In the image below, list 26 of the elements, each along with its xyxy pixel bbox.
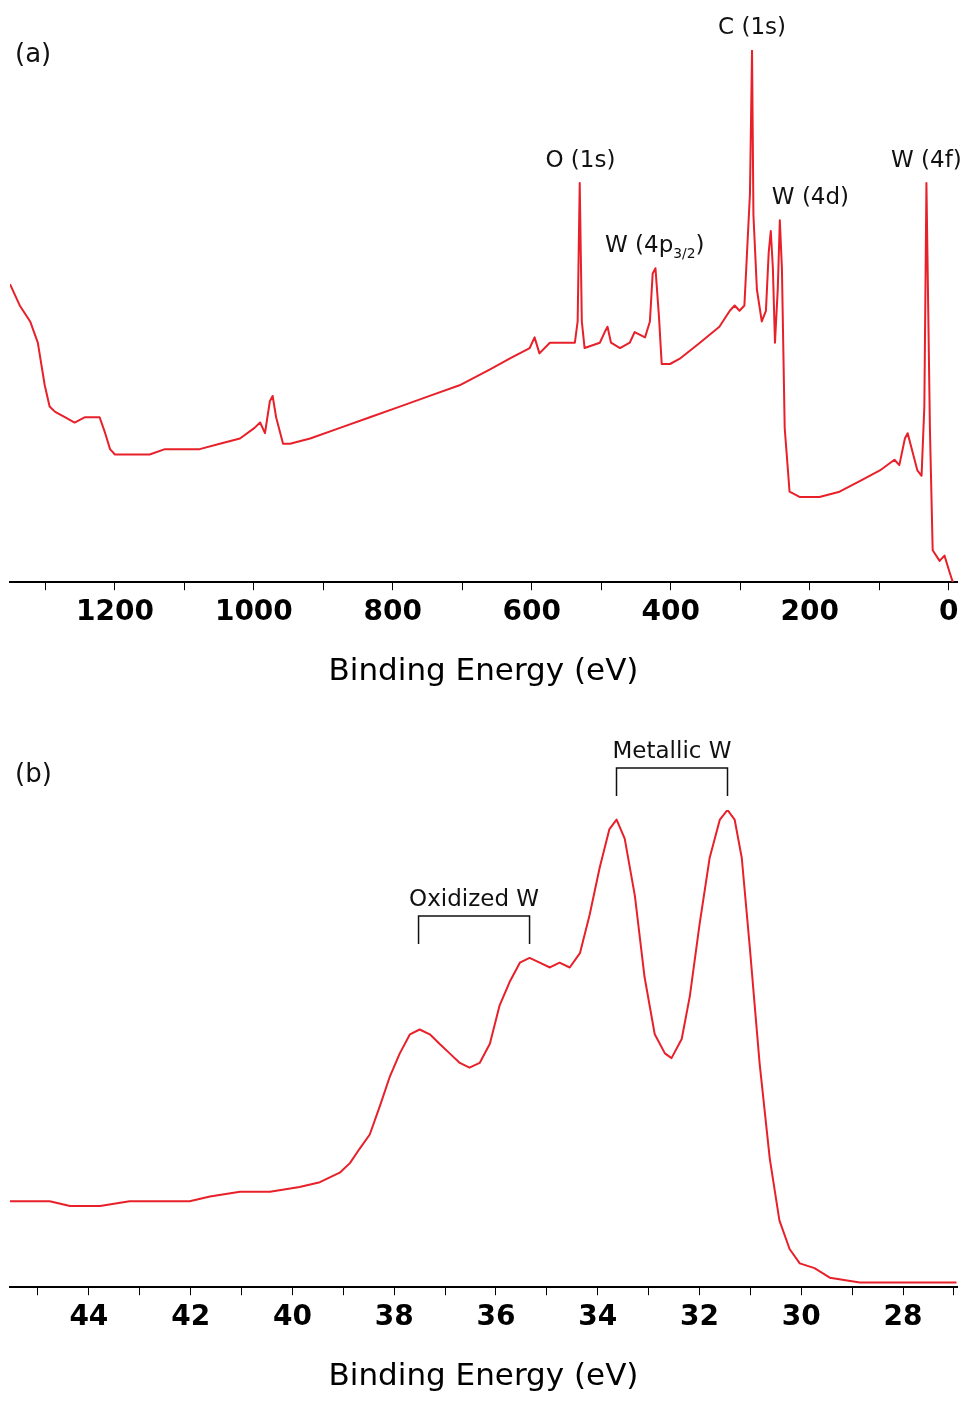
x-tick-label: 600 <box>502 594 562 628</box>
x-tick-label: 44 <box>69 1299 109 1333</box>
annotation: C (1s) <box>718 13 787 39</box>
x-tick-label: 1000 <box>214 594 293 628</box>
annotation: Metallic W <box>612 737 732 763</box>
annotation: W (4d) <box>771 183 850 210</box>
x-tick-label: 28 <box>883 1299 923 1333</box>
x-tick-label: 34 <box>578 1299 618 1333</box>
x-tick-label: 38 <box>374 1299 414 1333</box>
annotation: Oxidized W <box>409 884 540 911</box>
x-tick-label: 1200 <box>75 594 154 628</box>
x-tick-label: 36 <box>476 1299 516 1333</box>
x-axis-title: Binding Energy (eV) <box>328 651 639 688</box>
x-tick-label: 32 <box>680 1299 719 1333</box>
x-tick-label: 200 <box>780 594 839 628</box>
chart-title: (a) <box>15 38 52 68</box>
chart-title: (b) <box>15 758 52 788</box>
x-tick-label: 40 <box>272 1299 312 1333</box>
x-tick-label: 30 <box>781 1299 821 1333</box>
annotation: O (1s) <box>545 146 616 173</box>
x-tick-label: 800 <box>363 594 423 628</box>
x-tick-label: 0 <box>938 594 959 628</box>
annotation: W (4f) <box>891 146 962 173</box>
x-axis-title: Binding Energy (eV) <box>328 1356 639 1393</box>
x-tick-label: 42 <box>171 1299 211 1333</box>
x-tick-label: 400 <box>641 594 700 628</box>
